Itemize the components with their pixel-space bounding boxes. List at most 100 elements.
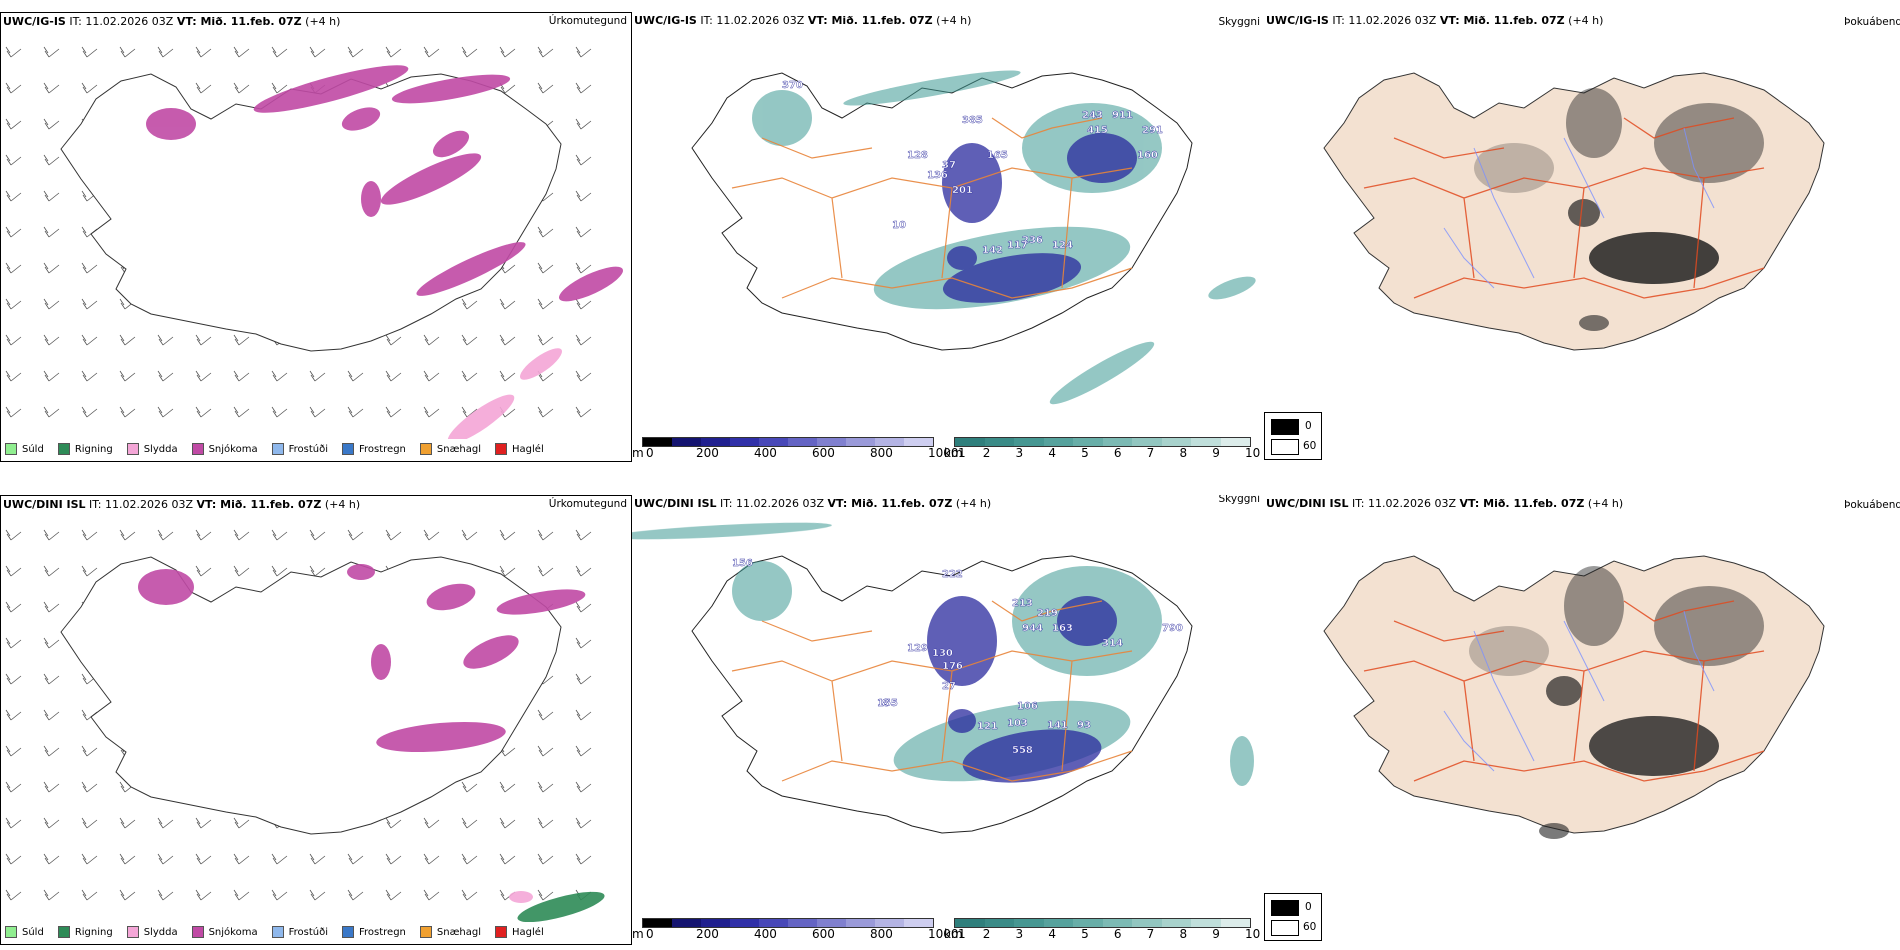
colorbar-segment [1161, 438, 1191, 446]
wind-barb [575, 817, 592, 829]
lead-time: (+4 h) [305, 15, 341, 28]
colorbar-segment [1073, 919, 1103, 927]
ceiling-label: 558 [1012, 745, 1033, 756]
colorbar-tick: 1000 [928, 927, 959, 941]
colorbar-tick: 1 [958, 927, 966, 941]
fog-index-label: Þokuábendi [1844, 499, 1900, 511]
colorbar-unit: m [632, 927, 644, 941]
colorbar-segment [1191, 438, 1221, 446]
wind-barb [461, 529, 478, 541]
lead-time: (+4 h) [955, 497, 992, 510]
legend-label: Súld [22, 926, 44, 938]
wind-barb [5, 673, 22, 685]
wind-barb [461, 889, 478, 901]
colorbar-tick: 200 [696, 927, 719, 941]
wind-barb [309, 565, 326, 577]
model-name: UWC/IG-IS [3, 15, 66, 28]
wind-barb [5, 745, 22, 757]
legend-swatch [495, 443, 508, 455]
wind-barb [575, 709, 592, 721]
wind-barb [81, 334, 98, 346]
wind-barb [271, 853, 288, 865]
wind-barb [119, 46, 136, 58]
wind-barb [81, 781, 98, 793]
model-name: UWC/DINI ISL [634, 497, 717, 510]
wind-barb [423, 889, 440, 901]
legend-label: Snæhagl [436, 926, 482, 938]
wind-barb [233, 817, 250, 829]
colorbar-tick: 2 [982, 446, 991, 460]
wind-barb [233, 82, 250, 94]
colorbar-segment [643, 919, 672, 927]
wind-barb [575, 226, 592, 238]
wind-barb [423, 46, 440, 58]
visibility-panel-top: UWC/IG-IS IT: 11.02.2026 03Z VT: Mið. 11… [632, 12, 1264, 462]
wind-barb [5, 262, 22, 274]
legend-swatch [495, 926, 508, 938]
colorbar-tick: 5 [1081, 446, 1089, 460]
colorbar-tick: 8 [1179, 446, 1188, 460]
ceiling-label: 141 [1047, 720, 1068, 731]
colorbar-tick: 6 [1113, 927, 1122, 941]
wind-barb [537, 709, 554, 721]
wind-barb [5, 298, 22, 310]
colorbar-segment [1073, 438, 1103, 446]
model-name: UWC/DINI ISL [3, 498, 86, 511]
wind-barb [385, 406, 402, 418]
colorbar-unit: km [944, 927, 963, 941]
fog-map [1323, 72, 1825, 351]
fog-key-high: 0 [1305, 420, 1312, 432]
wind-barb [499, 529, 516, 541]
colorbar-segment [730, 919, 759, 927]
wind-barb [309, 370, 326, 382]
colorbar-segment [1102, 919, 1132, 927]
wind-barb [43, 46, 60, 58]
valid-time: VT: Mið. 11.feb. 07Z [196, 498, 322, 511]
wind-barb [195, 82, 212, 94]
ceiling-label: 291 [1142, 125, 1163, 136]
colorbar-segment [904, 919, 933, 927]
legend-item: Rigning [57, 926, 113, 938]
colorbar-tick: 9 [1212, 927, 1220, 941]
wind-barb [385, 529, 402, 541]
init-time: IT: 11.02.2026 03Z [1332, 14, 1437, 27]
colorbar-tick: 200 [696, 446, 719, 460]
colorbar-tick: 0 [646, 446, 654, 460]
wind-barb [5, 370, 22, 382]
wind-barb [233, 46, 250, 58]
fog-key-low: 60 [1303, 921, 1317, 933]
wind-barb [157, 370, 174, 382]
colorbar-tick: 2 [982, 927, 991, 941]
colorbar-segment [1220, 919, 1250, 927]
precip-legend: Súld Rigning Slydda Snjókoma Frostúði Frostre… [5, 443, 556, 455]
panel-title: UWC/IG-IS IT: 11.02.2026 03Z VT: Mið. 11… [1266, 14, 1603, 27]
colorbar-tick: 1 [958, 446, 966, 460]
wind-barb [537, 781, 554, 793]
wind-barb [157, 889, 174, 901]
legend-item: Rigning [57, 443, 113, 455]
wind-barb [81, 529, 98, 541]
wind-barb [5, 889, 22, 901]
ceiling-label: 106 [1017, 701, 1038, 712]
wind-barb [157, 334, 174, 346]
colorbar-strip [954, 918, 1251, 928]
wind-barb [43, 889, 60, 901]
colorbar-segment [1191, 919, 1221, 927]
wind-barb [157, 406, 174, 418]
wind-barb [537, 889, 554, 901]
wind-barb [81, 889, 98, 901]
wind-barb [233, 334, 250, 346]
valid-time: VT: Mið. 11.feb. 07Z [1459, 497, 1585, 510]
wind-barb [271, 406, 288, 418]
wind-barb [309, 529, 326, 541]
wind-barb [119, 370, 136, 382]
wind-barb [43, 565, 60, 577]
colorbar-strip [642, 918, 934, 928]
wind-barb [575, 745, 592, 757]
ceiling-label: 117 [1007, 240, 1028, 251]
wind-barb [81, 46, 98, 58]
wind-barb [575, 154, 592, 166]
wind-barb [5, 334, 22, 346]
ceiling-label: 103 [1007, 718, 1028, 729]
wind-barb [81, 817, 98, 829]
